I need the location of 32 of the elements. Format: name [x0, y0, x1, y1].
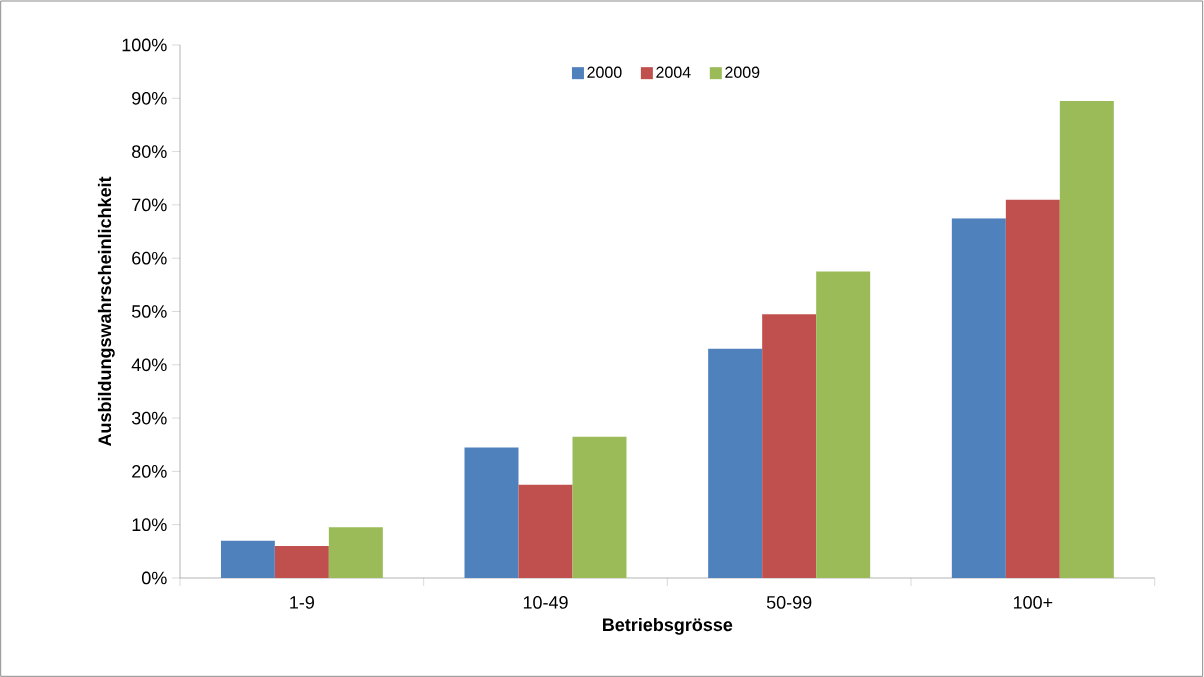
y-tick-label: 0%: [141, 571, 167, 585]
x-tick-label: 50-99: [766, 596, 812, 609]
y-tick-label: 100%: [122, 38, 167, 52]
x-tick-label: 100+: [1013, 596, 1053, 609]
legend-label: 2000: [587, 66, 622, 78]
bar: [708, 348, 763, 578]
y-tick-label: 30%: [131, 411, 167, 425]
bar: [762, 314, 817, 578]
y-tick-label: 70%: [132, 198, 167, 212]
bar: [274, 546, 329, 578]
y-tick-label: 60%: [132, 251, 167, 265]
y-axis-title: Ausbildungswahrscheinlichkeit: [97, 176, 115, 447]
bar: [1059, 100, 1114, 578]
bar: [1005, 199, 1060, 578]
x-tick-label: 1-9: [290, 596, 314, 609]
y-tick-label: 20%: [132, 465, 167, 478]
y-tick-label: 90%: [132, 91, 167, 105]
bar: [464, 447, 519, 578]
x-axis-title: Betriebsgrösse: [603, 617, 733, 635]
bar: [220, 540, 275, 578]
bar: [816, 271, 871, 578]
bar: [951, 218, 1006, 578]
y-tick-label: 40%: [131, 358, 167, 372]
bar: [518, 484, 573, 578]
legend-label: 2004: [656, 66, 691, 78]
x-tick-label: 10-49: [523, 596, 568, 609]
y-tick-label: 10%: [132, 518, 167, 532]
y-tick-label: 80%: [132, 145, 167, 158]
bar: [328, 527, 383, 578]
bar: [572, 436, 627, 578]
y-tick-label: 50%: [131, 305, 167, 318]
legend-label: 2009: [725, 66, 760, 78]
